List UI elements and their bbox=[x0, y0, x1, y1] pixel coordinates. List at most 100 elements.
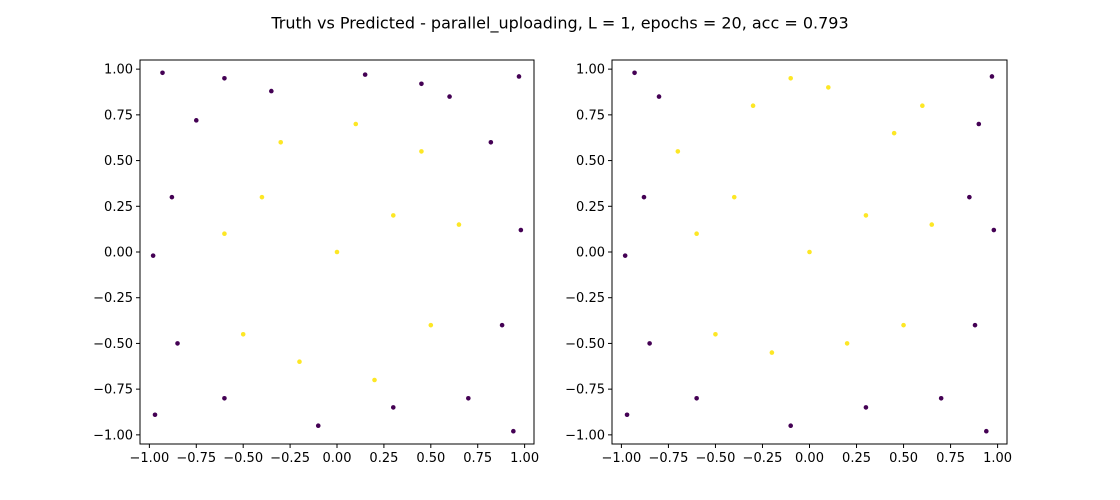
truth-scatter-panel: −1.00 −0.75 −0.50 −0.25 0.00 0.25 0.50 0.75 1.00… bbox=[93, 59, 539, 466]
scatter-point bbox=[269, 88, 274, 94]
scatter-point bbox=[169, 194, 175, 200]
y-tick-label: 1.00 bbox=[576, 63, 605, 78]
scatter-point bbox=[222, 75, 227, 81]
scatter-point bbox=[731, 194, 737, 200]
scatter-point bbox=[175, 341, 180, 346]
x-tick-label: −1.00 bbox=[601, 451, 641, 466]
scatter-point bbox=[967, 194, 972, 200]
scatter-point bbox=[353, 121, 359, 127]
scatter-point bbox=[278, 139, 284, 145]
scatter-point bbox=[972, 322, 978, 328]
scatter-point bbox=[390, 213, 396, 218]
scatter-point bbox=[150, 253, 156, 258]
scatter-point bbox=[499, 322, 505, 328]
scatter-point bbox=[511, 428, 516, 434]
scatter-point bbox=[991, 227, 997, 233]
x-tick-label: 1.00 bbox=[510, 451, 539, 466]
scatter-point bbox=[647, 341, 652, 346]
scatter-point bbox=[259, 194, 265, 200]
scatter-point bbox=[788, 423, 793, 429]
scatter-point bbox=[372, 377, 377, 383]
scatter-point bbox=[984, 428, 989, 434]
y-tick-label: −0.25 bbox=[93, 291, 133, 306]
predicted-scatter-panel: −1.00 −0.75 −0.50 −0.25 0.00 0.25 0.50 0.75 1.00… bbox=[565, 59, 1012, 466]
scatter-point bbox=[976, 121, 982, 127]
scatter-point bbox=[750, 103, 756, 109]
scatter-point bbox=[419, 81, 424, 87]
scatter-point bbox=[193, 118, 199, 123]
x-tick-label: 0.50 bbox=[889, 451, 918, 466]
scatter-point bbox=[863, 405, 869, 410]
scatter-point bbox=[222, 395, 227, 401]
scatter-point bbox=[390, 405, 396, 410]
x-tick-label: 0.00 bbox=[795, 451, 824, 466]
x-tick-label: 1.00 bbox=[983, 451, 1012, 466]
y-tick-label: 1.00 bbox=[104, 63, 133, 78]
scatter-point bbox=[152, 412, 158, 418]
x-tick-label: 0.75 bbox=[936, 451, 965, 466]
x-tick-label: 0.25 bbox=[842, 451, 871, 466]
y-tick-label: 0.25 bbox=[104, 200, 133, 215]
scatter-point bbox=[788, 75, 793, 81]
x-tick-label: −0.25 bbox=[743, 451, 783, 466]
scatter-point bbox=[466, 395, 471, 401]
scatter-point bbox=[938, 395, 944, 401]
x-tick-label: 0.50 bbox=[416, 451, 445, 466]
y-tick-label: −0.75 bbox=[565, 383, 605, 398]
y-tick-label: 0.75 bbox=[104, 108, 133, 123]
x-tick-label: −0.50 bbox=[696, 451, 736, 466]
x-tick-label: −0.75 bbox=[176, 451, 216, 466]
x-tick-label: −0.50 bbox=[223, 451, 263, 466]
scatter-point bbox=[419, 149, 424, 154]
scatter-point bbox=[518, 227, 524, 233]
scatter-point bbox=[769, 350, 775, 355]
scatter-point bbox=[622, 253, 628, 258]
scatter-point bbox=[844, 341, 850, 346]
scatter-point bbox=[456, 222, 462, 227]
scatter-point bbox=[694, 395, 699, 401]
x-tick-label: −0.25 bbox=[270, 451, 310, 466]
scatter-point bbox=[488, 139, 494, 145]
scatter-point bbox=[694, 231, 699, 237]
scatter-point bbox=[516, 74, 522, 79]
scatter-point bbox=[297, 359, 302, 365]
y-tick-label: −1.00 bbox=[93, 428, 133, 443]
y-tick-label: 0.50 bbox=[104, 154, 133, 169]
y-tick-label: 0.75 bbox=[576, 108, 605, 123]
scatter-point bbox=[826, 85, 831, 90]
scatter-point bbox=[362, 72, 368, 77]
y-tick-label: −0.50 bbox=[93, 337, 133, 352]
scatter-point bbox=[428, 322, 434, 328]
x-tick-label: 0.25 bbox=[369, 451, 398, 466]
y-tick-label: −0.25 bbox=[565, 291, 605, 306]
y-tick-label: −0.50 bbox=[565, 337, 605, 352]
y-tick-label: 0.50 bbox=[576, 154, 605, 169]
y-tick-label: −0.75 bbox=[93, 383, 133, 398]
x-tick-label: −0.75 bbox=[649, 451, 689, 466]
scatter-point bbox=[632, 70, 637, 76]
scatter-point bbox=[929, 222, 935, 227]
scatter-point bbox=[713, 331, 718, 337]
scatter-point bbox=[315, 423, 321, 429]
scatter-point bbox=[447, 94, 452, 99]
scatter-point bbox=[160, 70, 165, 76]
scatter-point bbox=[807, 249, 812, 255]
scatter-point bbox=[656, 94, 662, 99]
y-tick-label: −1.00 bbox=[565, 428, 605, 443]
scatter-point bbox=[334, 249, 340, 255]
x-tick-label: 0.00 bbox=[323, 451, 352, 466]
figure-title: Truth vs Predicted - parallel_uploading,… bbox=[270, 14, 848, 34]
y-tick-label: 0.00 bbox=[576, 246, 605, 261]
scatter-point bbox=[222, 231, 227, 237]
y-tick-label: 0.00 bbox=[104, 246, 133, 261]
scatter-point bbox=[989, 74, 995, 79]
scatter-point bbox=[240, 331, 246, 337]
scatter-point bbox=[641, 194, 647, 200]
x-tick-label: −1.00 bbox=[129, 451, 169, 466]
y-tick-label: 0.25 bbox=[576, 200, 605, 215]
scatter-point bbox=[624, 412, 630, 418]
scatter-point bbox=[901, 322, 906, 328]
x-tick-label: 0.75 bbox=[463, 451, 492, 466]
scatter-point bbox=[920, 103, 925, 109]
